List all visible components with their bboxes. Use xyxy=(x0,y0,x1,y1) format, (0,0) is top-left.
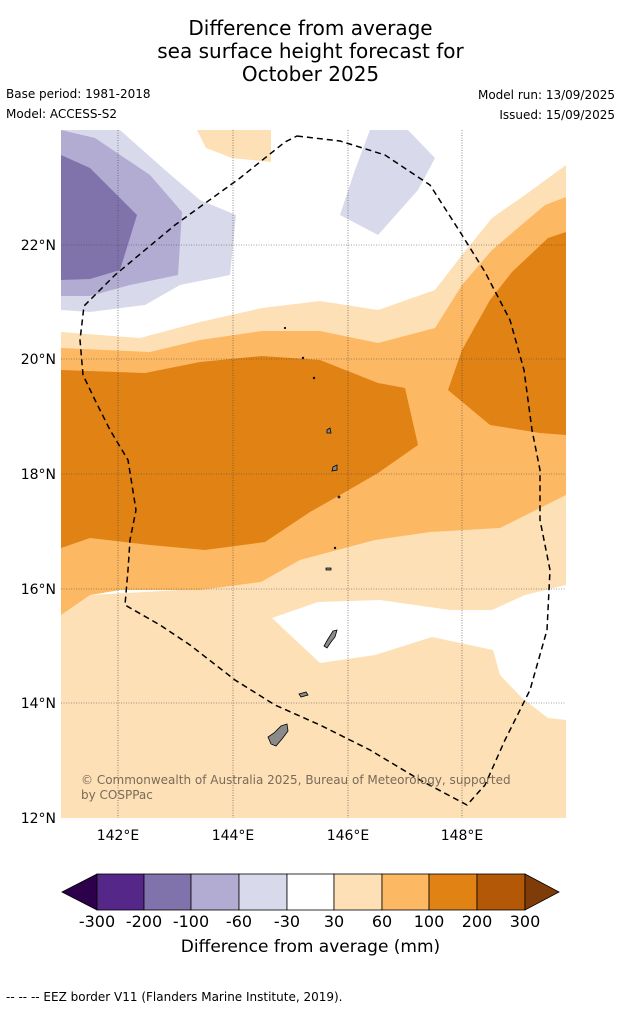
contour-fields xyxy=(61,130,566,818)
map-title-line-2: sea surface height forecast for xyxy=(157,39,464,63)
lat-tick-20: 20°N xyxy=(21,352,56,368)
alamagan-island xyxy=(337,495,341,499)
colorbar-bin-3 xyxy=(190,873,240,911)
asuncion-island xyxy=(312,376,316,380)
map-title-line-3: October 2025 xyxy=(241,62,380,86)
eez-border xyxy=(79,135,551,806)
maug-island xyxy=(301,356,305,360)
agrihan-island xyxy=(326,427,332,434)
issued-label: Issued: 15/09/2025 xyxy=(499,108,615,122)
guam-island xyxy=(267,723,289,747)
contour-100-200-west xyxy=(61,356,418,550)
map-title-line-1: Difference from average xyxy=(188,16,433,40)
colorbar xyxy=(61,873,560,911)
colorbar-tick: -300 xyxy=(79,912,115,931)
colorbar-bin-4 xyxy=(238,873,288,911)
colorbar-tick: 300 xyxy=(510,912,541,931)
colorbar-bin-7 xyxy=(381,873,430,911)
eez-legend-footnote: -- -- -- EEZ border V11 (Flanders Marine… xyxy=(6,990,343,1004)
lon-tick-144: 144°E xyxy=(212,828,255,844)
colorbar-bin-5 xyxy=(286,873,335,911)
colorbar-extend-low xyxy=(61,873,98,911)
copyright-line-1: © Commonwealth of Australia 2025, Bureau… xyxy=(81,773,511,787)
saipan-island xyxy=(323,629,338,649)
colorbar-tick: 30 xyxy=(324,912,344,931)
rota-island xyxy=(298,691,309,698)
lat-tick-14: 14°N xyxy=(21,696,56,712)
colorbar-extend-high xyxy=(524,873,560,911)
lon-tick-142: 142°E xyxy=(97,828,140,844)
neutral-pocket-south xyxy=(272,585,566,720)
longitude-axis: 142°E 144°E 146°E 148°E xyxy=(97,828,484,844)
contour-100-200-east xyxy=(448,232,566,435)
lat-tick-16: 16°N xyxy=(21,582,56,598)
lon-tick-146: 146°E xyxy=(327,828,370,844)
latitude-axis: 22°N 20°N 18°N 16°N 14°N 12°N xyxy=(21,238,56,827)
colorbar-bin-9 xyxy=(476,873,526,911)
colorbar-label: Difference from average (mm) xyxy=(180,937,441,957)
colorbar-tick: 100 xyxy=(414,912,445,931)
pagan-island xyxy=(331,464,338,472)
colorbar-bin-1 xyxy=(96,873,145,911)
model-label: Model: ACCESS-S2 xyxy=(6,107,118,121)
colorbar-tick: -30 xyxy=(274,912,300,931)
farallon-island xyxy=(283,326,287,330)
lon-tick-148: 148°E xyxy=(441,828,484,844)
contour-minus30-minus60-east xyxy=(340,130,435,235)
lat-tick-12: 12°N xyxy=(21,811,56,827)
colorbar-tick: 60 xyxy=(372,912,392,931)
colorbar-ticks: -300 -200 -100 -60 -30 30 60 100 200 300 xyxy=(79,912,540,931)
colorbar-tick: 200 xyxy=(462,912,493,931)
colorbar-bin-8 xyxy=(428,873,478,911)
gridlines xyxy=(61,130,566,818)
lat-tick-18: 18°N xyxy=(21,467,56,483)
colorbar-tick: -100 xyxy=(173,912,209,931)
colorbar-bin-2 xyxy=(143,873,192,911)
colorbar-bin-6 xyxy=(333,873,383,911)
copyright-line-2: by COSPPac xyxy=(81,788,153,802)
contour-minus100-minus200 xyxy=(61,155,137,280)
model-run-label: Model run: 13/09/2025 xyxy=(477,88,615,102)
anatahan-island xyxy=(325,567,332,571)
base-period-label: Base period: 1981-2018 xyxy=(6,87,151,101)
sarigan-island xyxy=(333,546,337,550)
lat-tick-22: 22°N xyxy=(21,238,56,254)
islands xyxy=(267,326,341,747)
contour-30-60-top xyxy=(197,130,271,162)
colorbar-tick: -60 xyxy=(226,912,252,931)
colorbar-tick: -200 xyxy=(126,912,162,931)
